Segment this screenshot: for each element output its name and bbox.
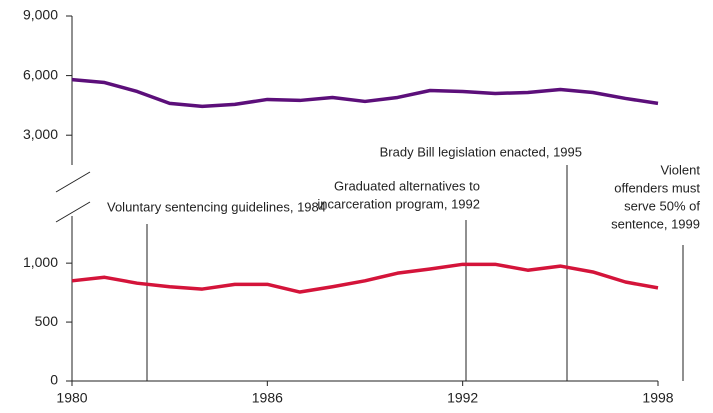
x-tick-label: 1986 [252,390,283,406]
data-line [71,77,659,109]
annotation: Brady Bill legislation enacted, 1995 [380,144,582,159]
annotation: offenders must [614,180,700,195]
y-tick-label: 6,000 [23,66,58,82]
x-tick-label: 1998 [642,390,673,406]
annotation: Voluntary sentencing guidelines, 1984 [107,199,326,214]
data-line [71,262,659,294]
y-tick-label: 500 [35,313,59,329]
y-tick-label: 3,000 [23,126,58,142]
x-tick-label: 1992 [447,390,478,406]
axis-break [55,201,91,223]
annotation: Graduated alternatives to [334,178,480,193]
y-tick-label: 9,000 [23,7,58,23]
annotation: incarceration program, 1992 [317,196,480,211]
annotation: Violent [660,162,700,177]
axis-break [55,171,91,193]
x-tick-label: 1980 [56,390,87,406]
annotation: sentence, 1999 [611,216,700,231]
y-tick-label: 0 [50,372,58,388]
annotation: serve 50% of [624,198,700,213]
y-tick-label: 1,000 [23,254,58,270]
